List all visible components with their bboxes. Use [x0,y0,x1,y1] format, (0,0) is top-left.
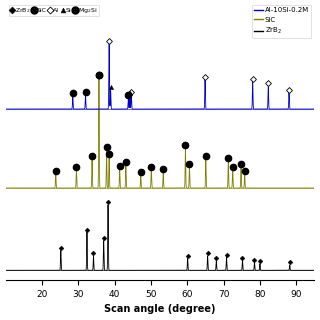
Legend: Al-10Si-0.2M, SiC, ZrB$_2$: Al-10Si-0.2M, SiC, ZrB$_2$ [252,5,311,38]
X-axis label: Scan angle (degree): Scan angle (degree) [104,304,216,315]
